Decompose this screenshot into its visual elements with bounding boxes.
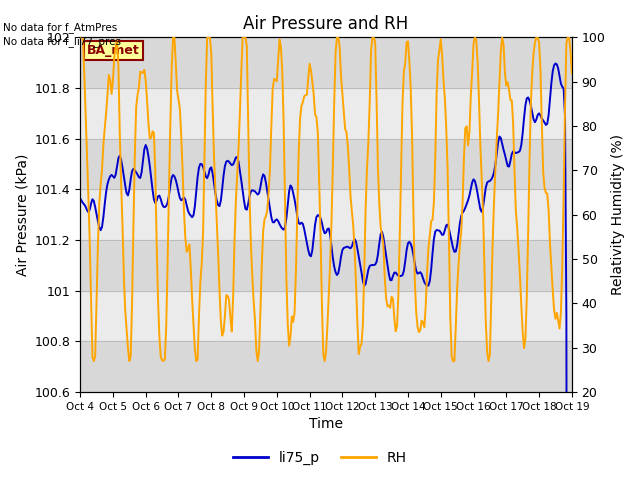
Text: BA_met: BA_met (87, 44, 140, 57)
Text: No data for f_AtmPres: No data for f_AtmPres (3, 22, 118, 33)
Legend: li75_p, RH: li75_p, RH (228, 445, 412, 471)
Bar (80, 341, 572, 392)
Text: No data for f_li77_pres: No data for f_li77_pres (3, 36, 121, 47)
Bar (80, 139, 572, 190)
Title: Air Pressure and RH: Air Pressure and RH (243, 15, 408, 33)
Y-axis label: Relativity Humidity (%): Relativity Humidity (%) (611, 134, 625, 295)
Bar (80, 240, 572, 291)
Bar (80, 37, 572, 88)
Y-axis label: Air Pressure (kPa): Air Pressure (kPa) (15, 154, 29, 276)
X-axis label: Time: Time (309, 418, 343, 432)
